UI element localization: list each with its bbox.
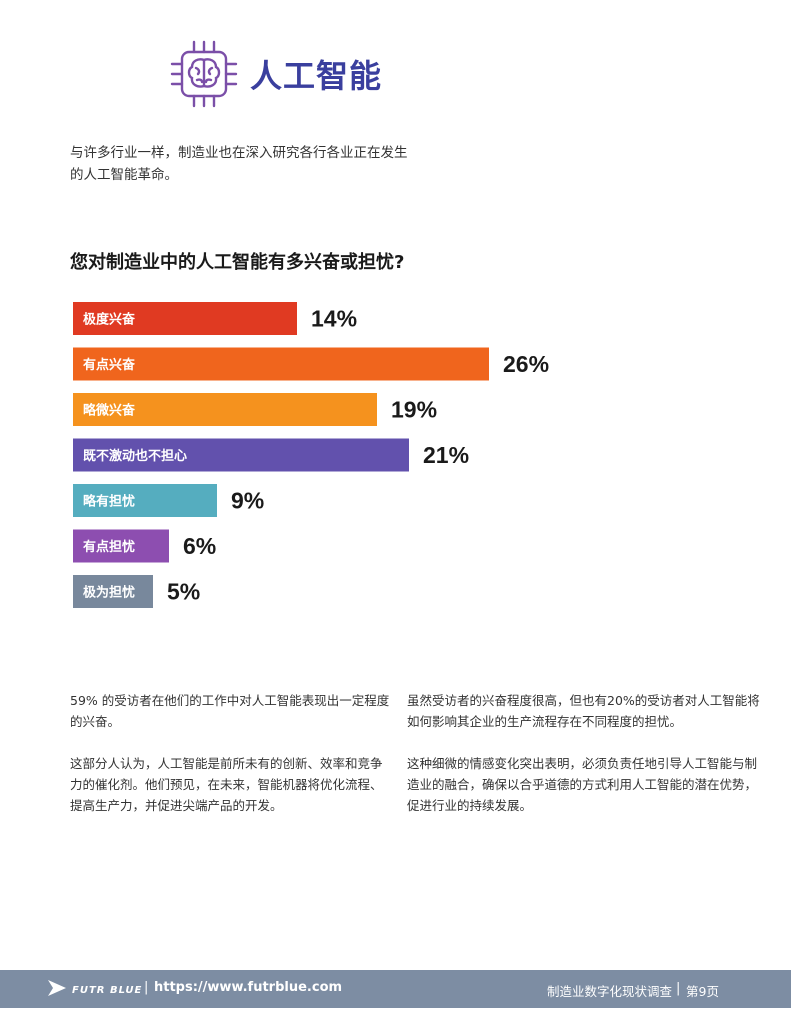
page-title: 人工智能: [250, 57, 383, 95]
bar: [73, 393, 377, 426]
website-link[interactable]: https://www.futrblue.com: [154, 980, 343, 995]
bar: [73, 529, 169, 563]
intro-text: 与许多行业一样，制造业也在深入研究各行各业正在发生的人工智能革命。: [70, 145, 408, 183]
text-column-right: 虽然受访者的兴奋程度很高，但也有20%的受访者对人工智能将如何影响其企业的生产流…: [407, 690, 762, 816]
bar-value-label: 6%: [183, 533, 216, 559]
paragraph: 59% 的受访者在他们的工作中对人工智能表现出一定程度的兴奋。: [70, 693, 390, 729]
footer-separator: |: [676, 981, 681, 996]
chart-title: 您对制造业中的人工智能有多兴奋或担忧?: [70, 252, 405, 273]
brand-name: FUTR BLUE: [72, 984, 143, 996]
bar-chart: 极度兴奋 14% 有点兴奋 26% 略微兴奋 19% 既不激动也不担心 21% 略有担忧 9% 有点…: [73, 302, 549, 608]
brain-chip-icon: [168, 38, 240, 110]
bar-label: 有点兴奋: [83, 357, 136, 373]
bar-label: 略有担忧: [83, 494, 135, 510]
bar-value-label: 19%: [391, 397, 437, 423]
page-number: 第9页: [686, 984, 719, 999]
bar-label: 有点担忧: [83, 539, 135, 555]
page-header: 人工智能: [168, 38, 382, 110]
bar: [73, 575, 153, 608]
bar-label: 既不激动也不担心: [83, 448, 187, 464]
bar-label: 极度兴奋: [83, 312, 136, 328]
bar-label: 极为担忧: [83, 585, 135, 601]
document-title: 制造业数字化现状调查: [547, 984, 673, 999]
bar-value-label: 9%: [231, 488, 264, 514]
footer-bar: FUTR BLUE | https://www.futrblue.com 制造业…: [0, 970, 791, 1008]
futrblue-logo-icon: [46, 978, 68, 1002]
bar-value-label: 21%: [423, 442, 469, 468]
bar-value-label: 5%: [167, 579, 200, 605]
futrblue-logo: FUTR BLUE: [46, 978, 142, 1002]
bar: [73, 347, 489, 381]
paragraph: 这种细微的情感变化突出表明，必须负责任地引导人工智能与制造业的融合，确保以合乎道…: [407, 756, 758, 813]
paragraph: 这部分人认为，人工智能是前所未有的创新、效率和竞争力的催化剂。他们预见，在未来，…: [70, 756, 383, 813]
bar-label: 略微兴奋: [83, 403, 136, 419]
text-column-left: 59% 的受访者在他们的工作中对人工智能表现出一定程度的兴奋。 这部分人认为，人…: [70, 690, 390, 816]
bar: [73, 484, 217, 517]
paragraph: 虽然受访者的兴奋程度很高，但也有20%的受访者对人工智能将如何影响其企业的生产流…: [407, 693, 760, 729]
bar: [73, 438, 409, 472]
bar-value-label: 26%: [503, 351, 549, 377]
bar-value-label: 14%: [311, 306, 357, 332]
bar: [73, 302, 297, 335]
footer-separator: |: [144, 980, 149, 995]
